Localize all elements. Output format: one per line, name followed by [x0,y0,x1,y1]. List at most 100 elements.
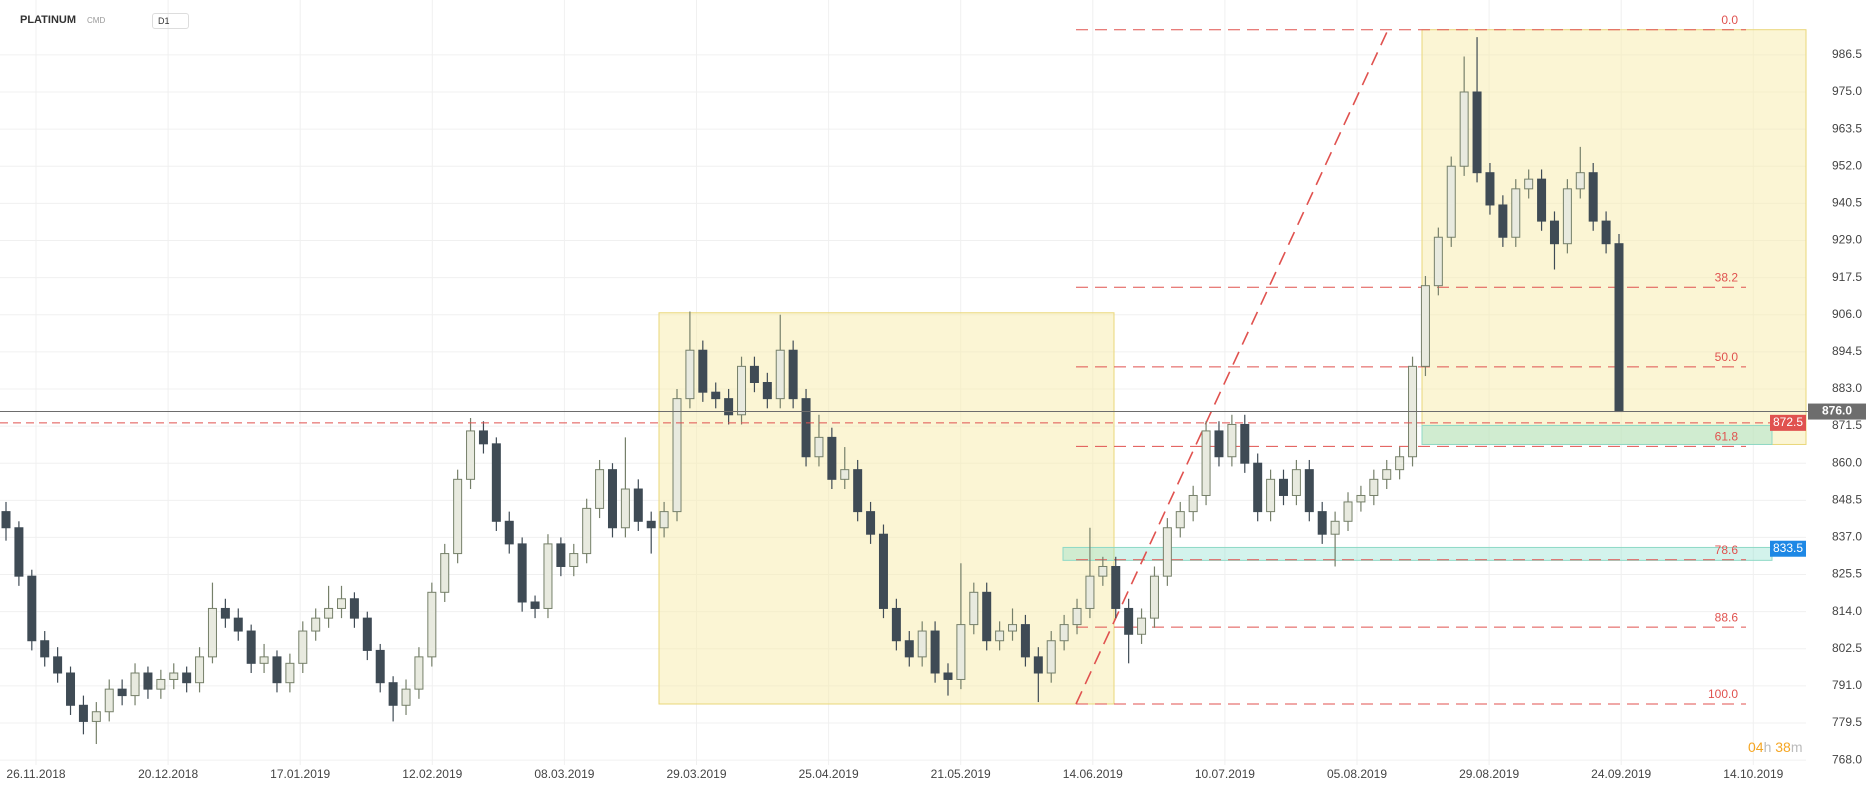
candle-body [427,591,437,658]
y-tick-label: 940.5 [1832,196,1862,210]
candle-body [633,488,643,522]
interval-select[interactable]: D1 [152,13,189,29]
candle-body [659,511,669,529]
candle-body [337,598,347,609]
price-tag-label: 876.0 [1822,404,1852,418]
price-tag [1808,403,1866,420]
timer: 04h 38m [1748,739,1803,755]
candle-body [917,630,927,658]
candle-body [1511,188,1521,238]
y-tick-label: 802.5 [1832,641,1862,655]
candle-body [1,511,11,529]
candle-body [53,656,63,674]
candle-body [466,430,476,480]
candle-body [1433,236,1443,287]
candle-body [1549,220,1559,245]
candle-body [195,656,205,684]
y-tick-label: 825.5 [1832,567,1862,581]
y-tick-label: 871.5 [1832,418,1862,432]
candle-body [1175,511,1185,529]
candle-body [1033,656,1043,674]
candle-body [620,488,630,529]
candle-body [1459,91,1469,167]
candle-body [78,704,88,722]
candle-body [272,656,282,684]
candle-body [1162,527,1172,577]
price-tag-label: 872.5 [1773,415,1803,429]
candle-body [311,617,321,632]
x-tick-label: 20.12.2018 [138,767,198,781]
y-tick-label: 963.5 [1832,121,1862,135]
candle-body [1485,172,1495,206]
candle-body [1085,575,1095,609]
market[interactable]: CMD [87,16,106,25]
candle-body [453,478,463,555]
candle-body [698,349,708,393]
x-tick-label: 29.03.2019 [666,767,726,781]
candle-body [1046,640,1056,674]
candle-body [285,662,295,684]
candle-body [40,640,50,658]
candle-body [517,543,527,603]
candle-body [1343,501,1353,522]
timer-unit: m [1790,739,1803,755]
candle-body [982,591,992,642]
candle-body [1201,430,1211,496]
candle-body [595,469,605,509]
candle-body [246,630,256,664]
candle-body [414,656,424,690]
candle-body [1472,91,1482,174]
candle-body [14,527,24,577]
candle-body [1317,511,1327,535]
y-tick-label: 791.0 [1832,678,1862,692]
y-tick-label: 883.0 [1832,381,1862,395]
x-tick-label: 24.09.2019 [1591,767,1651,781]
candle-body [866,511,876,535]
candle-body [878,533,888,609]
candle-body [491,443,501,522]
candle-body [1562,188,1572,245]
price-tag [1770,414,1806,431]
candle-body [1137,617,1147,635]
candle-body [1149,575,1159,619]
candle-body [1537,178,1547,222]
candle-body [1098,565,1108,577]
candle-body [711,391,721,400]
candle-body [891,607,901,642]
y-tick-label: 894.5 [1832,344,1862,358]
candle-body [1124,607,1134,635]
candle-body [556,543,566,567]
fib-trend-line [1075,29,1389,705]
candle-body [1059,624,1069,642]
fib-label: 50.0 [1715,350,1739,364]
timer-minutes: 38 [1775,739,1791,755]
x-tick-label: 25.04.2019 [799,767,859,781]
x-tick-label: 29.08.2019 [1459,767,1519,781]
fib-label: 78.6 [1715,543,1739,557]
candle-body [259,656,269,664]
y-tick-label: 768.0 [1832,752,1862,766]
candle-body [1395,456,1405,471]
candle-body [1240,423,1250,464]
candle-body [1356,494,1366,503]
candle-body [1020,624,1030,658]
candle-body [156,678,166,690]
candle-body [375,649,385,684]
candle-body [788,349,798,400]
candle-body [182,672,192,684]
candle-body [685,349,695,400]
candle-body [220,607,230,619]
candle-body [749,365,759,383]
candle-body [969,591,979,626]
symbol[interactable]: PLATINUM [20,14,77,26]
candle-body [569,553,579,567]
candle-body [1304,469,1314,513]
timer-unit: h [1763,739,1772,755]
candle-body [91,711,101,722]
candle-body [388,682,398,706]
support-band [1421,424,1773,445]
candle-body [207,607,217,658]
y-tick-label: 814.0 [1832,604,1862,618]
